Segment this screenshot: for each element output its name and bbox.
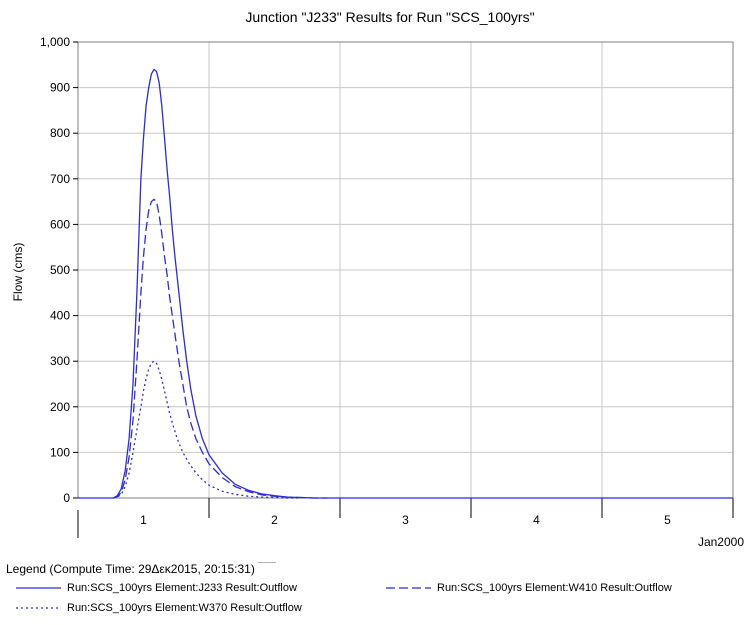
series-line-dashed bbox=[113, 198, 327, 499]
legend: Legend (Compute Time: 29Δεκ2015, 20:15:3… bbox=[6, 562, 741, 622]
legend-label: Run:SCS_100yrs Element:W410 Result:Outfl… bbox=[437, 582, 672, 594]
y-ticks: 0 100 200 300 400 500 600 700 800 900 1,000 bbox=[40, 35, 78, 505]
x-axis-label: Jan2000 bbox=[698, 535, 744, 549]
chart: Junction "J233" Results for Run "SCS_100… bbox=[11, 9, 744, 549]
legend-item-w410: Run:SCS_100yrs Element:W410 Result:Outfl… bbox=[386, 582, 672, 594]
x-ticks: 1 2 3 4 5 bbox=[77, 498, 734, 538]
y-tick-label: 100 bbox=[50, 445, 70, 459]
y-tick-label: 1,000 bbox=[40, 35, 70, 49]
x-tick-label: 2 bbox=[271, 513, 278, 527]
legend-label: Run:SCS_100yrs Element:W370 Result:Outfl… bbox=[67, 602, 302, 614]
x-tick-label: 3 bbox=[402, 513, 409, 527]
y-tick-label: 300 bbox=[50, 354, 70, 368]
legend-swatch-dashed bbox=[386, 587, 431, 589]
plot-series bbox=[78, 68, 733, 499]
y-tick-label: 400 bbox=[50, 309, 70, 323]
legend-item-j233: Run:SCS_100yrs Element:J233 Result:Outfl… bbox=[16, 582, 297, 594]
x-tick-label: 1 bbox=[140, 513, 147, 527]
y-tick-label: 900 bbox=[50, 81, 70, 95]
legend-swatch-dotted bbox=[16, 607, 61, 609]
y-tick-label: 800 bbox=[50, 126, 70, 140]
y-tick-label: 200 bbox=[50, 400, 70, 414]
chart-title: Junction "J233" Results for Run "SCS_100… bbox=[245, 9, 534, 25]
y-tick-label: 700 bbox=[50, 172, 70, 186]
y-tick-label: 0 bbox=[63, 491, 70, 505]
legend-title: Legend (Compute Time: 29Δεκ2015, 20:15:3… bbox=[6, 562, 258, 576]
legend-item-w370: Run:SCS_100yrs Element:W370 Result:Outfl… bbox=[16, 602, 302, 614]
x-tick-label: 4 bbox=[533, 513, 540, 527]
series-line-dotted bbox=[113, 360, 301, 499]
x-tick-label: 5 bbox=[664, 513, 671, 527]
y-tick-label: 600 bbox=[50, 217, 70, 231]
y-tick-label: 500 bbox=[50, 263, 70, 277]
legend-label: Run:SCS_100yrs Element:J233 Result:Outfl… bbox=[67, 582, 297, 594]
legend-swatch-solid bbox=[16, 587, 61, 589]
y-axis-label: Flow (cms) bbox=[11, 243, 25, 302]
